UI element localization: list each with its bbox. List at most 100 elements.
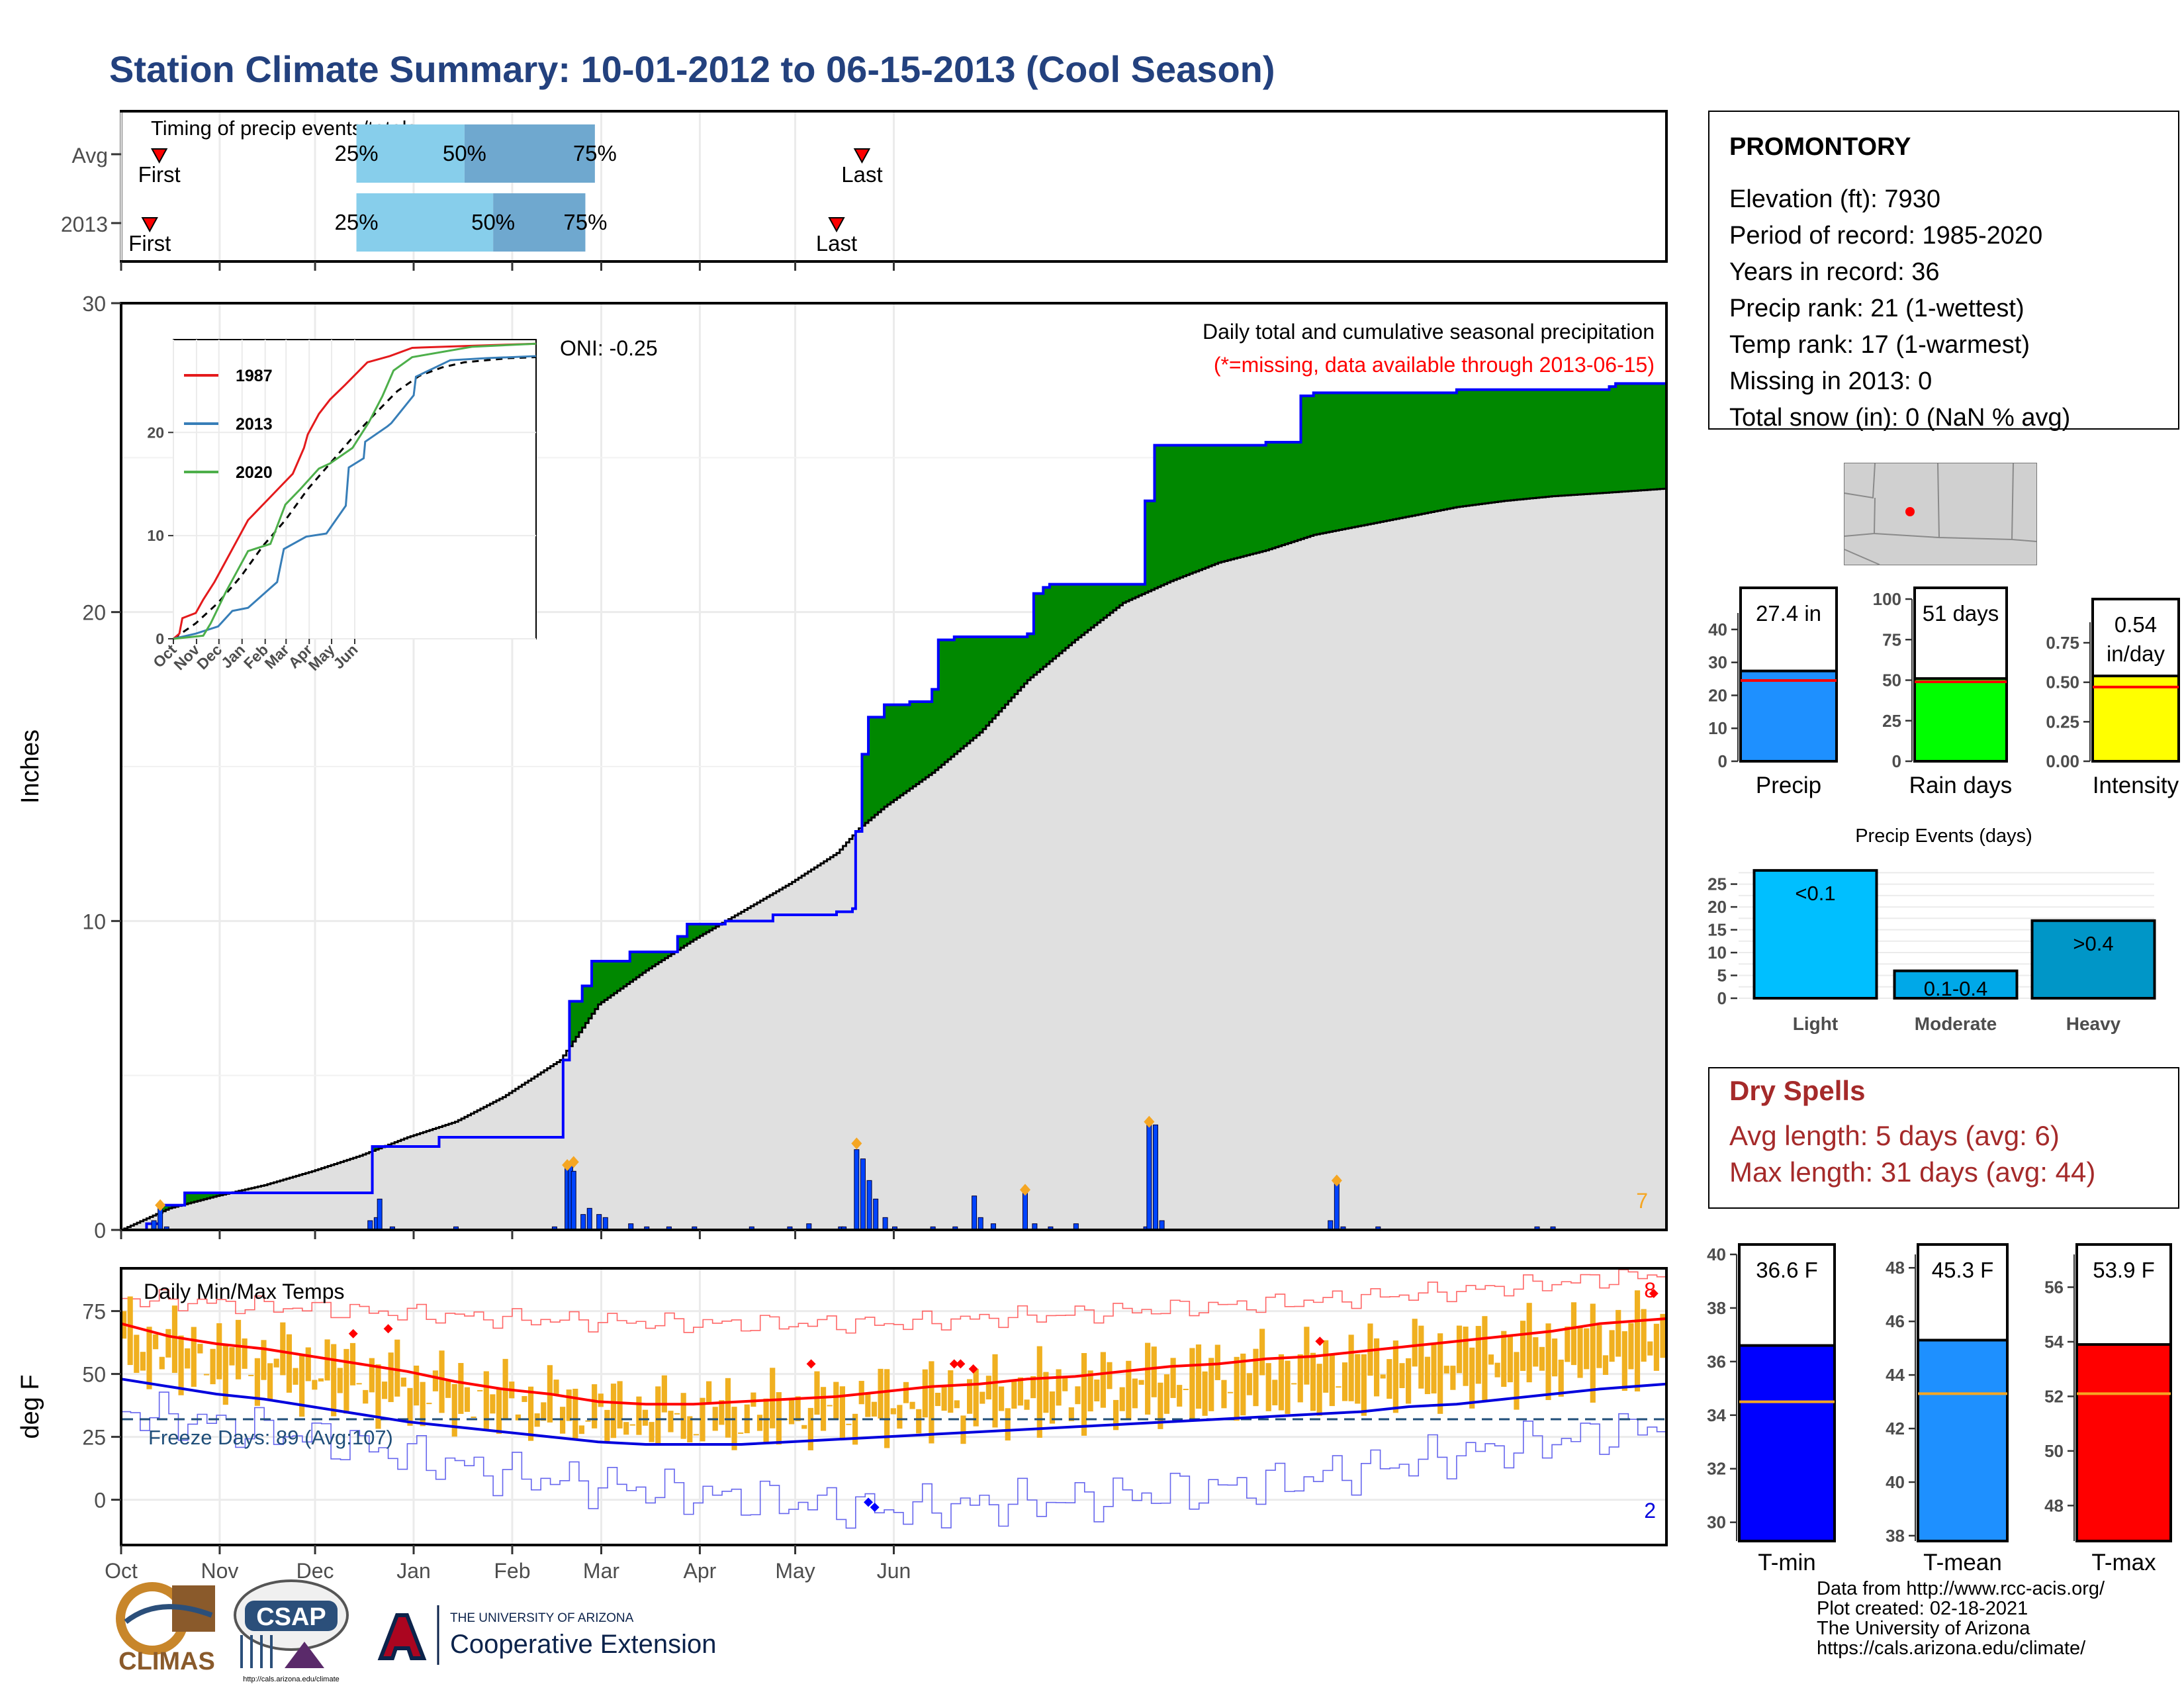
- daily-temp-bar: [369, 1358, 375, 1393]
- above-avg-area: [572, 1001, 576, 1042]
- stat-ytick-label: 0.75: [2046, 633, 2079, 653]
- daily-precip-marker: [1331, 1174, 1342, 1187]
- daily-temp-bar: [1387, 1359, 1392, 1399]
- above-avg-area: [1320, 393, 1324, 534]
- above-avg-area: [604, 961, 608, 1000]
- daily-temp-bar: [140, 1352, 146, 1371]
- daily-temp-bar: [649, 1422, 655, 1442]
- daily-temp-bar: [1565, 1326, 1570, 1362]
- above-avg-area: [1383, 393, 1387, 522]
- stat-name-label: T-max: [2091, 1550, 2156, 1575]
- timing-q25-q50-bar: [356, 124, 465, 183]
- timing-row-label: Avg: [71, 144, 108, 167]
- above-avg-area: [1119, 584, 1124, 606]
- daily-temp-bar: [846, 1423, 852, 1425]
- daily-temp-bar: [394, 1339, 400, 1397]
- station-name: PROMONTORY: [1729, 133, 1911, 161]
- ua-top-text: THE UNIVERSITY OF ARIZONA: [450, 1611, 634, 1625]
- daily-temp-bar: [1647, 1341, 1653, 1356]
- record-high-marker: [348, 1329, 358, 1338]
- above-avg-area: [1218, 445, 1222, 563]
- temps-panel: 0 25 50 75 Daily Min/Max Temps Freeze Days:…: [17, 261, 1668, 1583]
- above-avg-area: [1052, 584, 1057, 659]
- stat-ytick-label: 36: [1707, 1352, 1726, 1372]
- above-avg-area: [1387, 393, 1390, 521]
- daily-precip-bar: [602, 1217, 608, 1231]
- daily-temp-bar: [820, 1387, 827, 1431]
- above-avg-area: [1033, 593, 1038, 675]
- daily-temp-bar: [1214, 1344, 1220, 1380]
- oni-label: ONI: -0.25: [560, 336, 658, 360]
- above-avg-area: [649, 952, 653, 968]
- above-avg-area: [1657, 383, 1661, 489]
- above-avg-area: [614, 961, 618, 994]
- daily-temp-bar: [496, 1387, 502, 1434]
- daily-temp-bar: [795, 1396, 801, 1421]
- events-bar-label: <0.1: [1795, 882, 1835, 905]
- above-avg-area: [165, 1205, 169, 1210]
- above-avg-area: [909, 702, 913, 789]
- daily-temp-bar: [1641, 1309, 1647, 1362]
- above-avg-area: [1450, 393, 1454, 508]
- above-avg-area: [620, 961, 624, 989]
- above-avg-area: [1641, 383, 1645, 491]
- above-avg-area: [1418, 393, 1422, 515]
- above-avg-area: [187, 1193, 192, 1203]
- stat-ytick-label: 20: [1708, 685, 1727, 705]
- timing-pct-label: 75%: [563, 210, 607, 234]
- daily-temp-bar: [604, 1409, 610, 1444]
- daily-temp-bar: [439, 1350, 445, 1413]
- daily-temp-bar: [668, 1411, 674, 1432]
- daily-temp-bar: [312, 1380, 318, 1390]
- daily-temp-bar: [1336, 1386, 1342, 1388]
- above-avg-area: [1428, 393, 1432, 513]
- stat-value-label: 51 days: [1923, 601, 1999, 626]
- above-avg-area: [210, 1193, 214, 1198]
- timing-pct-label: 25%: [335, 210, 379, 234]
- daily-temp-bar: [1463, 1327, 1469, 1386]
- daily-temp-bar: [1323, 1340, 1329, 1393]
- above-avg-area: [712, 924, 717, 929]
- daily-temp-bar: [229, 1347, 235, 1366]
- above-avg-area: [1422, 393, 1426, 514]
- daily-temp-bar: [751, 1392, 756, 1407]
- daily-precip-bar: [1334, 1183, 1340, 1231]
- timing-panel: Timing of precip events/totals Avg 25% 50%…: [61, 110, 1668, 263]
- above-avg-area: [1479, 389, 1482, 504]
- daily-temp-bar: [1253, 1348, 1259, 1407]
- above-avg-area: [1046, 587, 1050, 665]
- events-bar: [1752, 868, 1878, 1000]
- stat-name-label: T-mean: [1923, 1550, 2002, 1575]
- dry-spells-avg: Avg length: 5 days (avg: 6): [1729, 1120, 2060, 1151]
- events-ytick-label: 25: [1707, 874, 1727, 894]
- above-avg-area: [1294, 442, 1298, 541]
- above-avg-area: [1049, 584, 1054, 662]
- above-avg-area: [1230, 445, 1235, 560]
- above-avg-area: [592, 961, 596, 1014]
- daily-temp-bar: [1278, 1354, 1285, 1411]
- daily-temp-bar: [1030, 1376, 1036, 1399]
- daily-precip-bar: [580, 1214, 586, 1231]
- above-avg-area: [598, 961, 602, 1005]
- stat-ytick-label: 30: [1708, 653, 1727, 673]
- above-avg-area: [1208, 445, 1212, 567]
- inset-ytick-label: 0: [156, 630, 164, 647]
- above-avg-area: [1466, 389, 1470, 506]
- stat-ytick-label: 50: [2044, 1441, 2064, 1461]
- daily-temp-bar: [1151, 1346, 1157, 1397]
- above-avg-area: [1110, 584, 1114, 613]
- above-avg-area: [1355, 393, 1359, 527]
- above-avg-area: [1431, 393, 1435, 512]
- above-avg-area: [1593, 389, 1597, 494]
- daily-temp-bar: [1177, 1385, 1183, 1407]
- precip-y-axis: 0 10 20 30: [82, 292, 121, 1243]
- above-avg-area: [1612, 387, 1616, 492]
- above-avg-area: [1087, 584, 1091, 630]
- daily-temp-bar: [1056, 1369, 1062, 1406]
- above-avg-area: [1005, 637, 1009, 705]
- daily-precip-bar: [972, 1196, 978, 1231]
- above-avg-area: [868, 717, 872, 821]
- above-avg-area: [1065, 584, 1069, 648]
- above-avg-area: [1291, 442, 1295, 542]
- daily-temp-bar: [254, 1358, 260, 1406]
